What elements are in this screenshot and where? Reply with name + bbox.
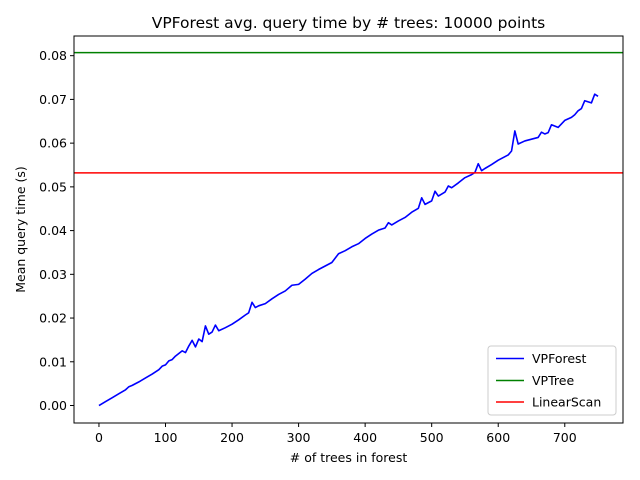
x-tick-label: 100: [154, 430, 178, 445]
chart-title: VPForest avg. query time by # trees: 100…: [152, 14, 546, 32]
x-tick-label: 300: [287, 430, 311, 445]
series-line-vpforest: [98, 93, 599, 407]
y-tick-label: 0.00: [39, 398, 67, 413]
y-tick-label: 0.02: [39, 311, 67, 326]
x-axis-label: # of trees in forest: [290, 450, 408, 465]
x-tick-label: 700: [553, 430, 577, 445]
x-tick-label: 400: [353, 430, 377, 445]
x-tick-label: 0: [95, 430, 103, 445]
y-axis-label: Mean query time (s): [13, 166, 28, 293]
legend-label-vptree: VPTree: [532, 373, 574, 388]
x-tick-label: 500: [420, 430, 444, 445]
y-axis: 0.00 0.01 0.02 0.03 0.04 0.05 0.06 0.07 0.08: [39, 48, 74, 413]
y-tick-label: 0.07: [39, 92, 67, 107]
y-tick-label: 0.05: [39, 179, 67, 194]
y-tick-label: 0.08: [39, 48, 67, 63]
y-tick-label: 0.04: [39, 223, 67, 238]
y-tick-label: 0.06: [39, 136, 67, 151]
series-layer: [74, 51, 623, 407]
legend-box: [487, 345, 617, 416]
legend-label-vpforest: VPForest: [532, 351, 587, 366]
x-axis: 0 100 200 300 400 500 600 700: [95, 423, 577, 445]
plot-frame: [73, 35, 624, 424]
y-tick-label: 0.03: [39, 267, 67, 282]
legend-label-linearscan: LinearScan: [532, 395, 601, 410]
x-tick-label: 200: [220, 430, 244, 445]
x-tick-label: 600: [486, 430, 510, 445]
legend: VPForest VPTree LinearScan: [487, 345, 617, 416]
y-tick-label: 0.01: [39, 354, 67, 369]
